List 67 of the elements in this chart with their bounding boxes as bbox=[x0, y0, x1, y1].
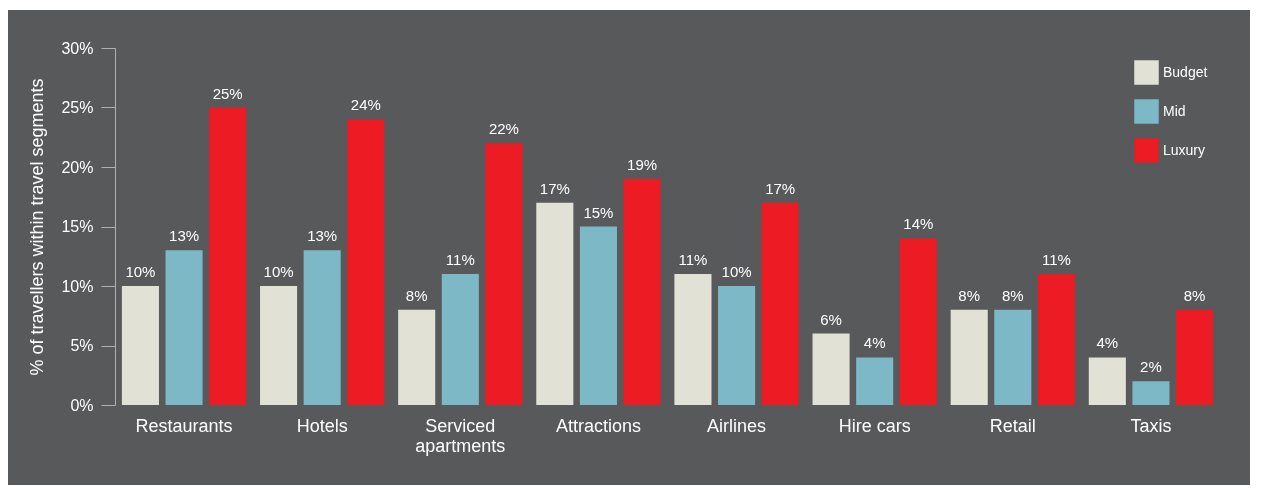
y-tick-label: 15% bbox=[61, 218, 94, 235]
bar bbox=[1037, 274, 1075, 405]
bar bbox=[485, 143, 523, 405]
data-label: 10% bbox=[721, 263, 752, 280]
data-label: 17% bbox=[539, 179, 570, 197]
y-tick-label: 10% bbox=[61, 277, 94, 295]
data-label: 4% bbox=[863, 334, 886, 352]
legend-label: Mid bbox=[1163, 102, 1186, 119]
bar bbox=[674, 274, 712, 405]
y-axis-title: % of travellers within travel segments bbox=[27, 78, 48, 376]
bar bbox=[718, 286, 756, 405]
bar bbox=[1088, 357, 1126, 405]
data-label: 25% bbox=[212, 84, 243, 102]
y-tick-label: 25% bbox=[61, 99, 94, 116]
data-label: 19% bbox=[627, 155, 658, 173]
bar bbox=[398, 309, 436, 405]
bar bbox=[994, 309, 1032, 405]
data-label: 6% bbox=[820, 310, 842, 328]
x-tick-label: Hire cars bbox=[838, 415, 911, 436]
data-label: 10% bbox=[125, 263, 156, 280]
data-label: 11% bbox=[1041, 251, 1071, 269]
bar bbox=[209, 107, 247, 405]
y-tick-label: 5% bbox=[70, 337, 94, 354]
x-tick-label: Hotels bbox=[296, 415, 348, 436]
y-tick-label: 30% bbox=[61, 39, 94, 57]
bar bbox=[761, 202, 799, 405]
bar bbox=[260, 286, 298, 405]
data-label: 13% bbox=[307, 227, 338, 245]
x-tick-label: Serviced apartments bbox=[415, 415, 506, 456]
legend-label: Luxury bbox=[1163, 141, 1206, 158]
bar bbox=[303, 250, 341, 405]
data-label: 8% bbox=[958, 286, 981, 304]
x-tick-label: Retail bbox=[989, 415, 1036, 436]
data-label: 8% bbox=[1001, 286, 1024, 304]
bar bbox=[899, 238, 937, 405]
legend-label: Budget bbox=[1163, 63, 1208, 80]
data-label: 15% bbox=[583, 203, 614, 221]
data-label: 13% bbox=[169, 227, 200, 245]
x-tick-label: Airlines bbox=[707, 415, 767, 436]
bar bbox=[1132, 381, 1170, 405]
bar bbox=[441, 274, 479, 405]
bar bbox=[812, 333, 850, 405]
bar bbox=[579, 226, 617, 405]
y-tick-label: 20% bbox=[61, 158, 94, 176]
bar bbox=[950, 309, 988, 405]
data-label: 10% bbox=[263, 263, 294, 280]
bar bbox=[856, 357, 894, 405]
data-label: 8% bbox=[405, 286, 428, 304]
data-label: 11% bbox=[445, 251, 475, 269]
bar bbox=[1176, 309, 1214, 405]
bar bbox=[623, 178, 661, 405]
x-tick-label: Taxis bbox=[1130, 415, 1172, 436]
bar bbox=[347, 119, 385, 405]
y-tick-label: 0% bbox=[70, 396, 94, 414]
data-label: 11% bbox=[678, 251, 708, 269]
data-label: 2% bbox=[1140, 358, 1162, 376]
x-tick-label: Restaurants bbox=[135, 415, 233, 436]
bar bbox=[121, 286, 159, 405]
data-label: 24% bbox=[350, 96, 381, 114]
data-label: 4% bbox=[1096, 334, 1119, 352]
x-tick-label: Attractions bbox=[555, 415, 641, 436]
data-label: 22% bbox=[488, 120, 519, 138]
data-label: 8% bbox=[1183, 286, 1206, 304]
bar bbox=[165, 250, 203, 405]
data-label: 14% bbox=[903, 215, 934, 233]
bar bbox=[536, 202, 574, 405]
data-label: 17% bbox=[765, 179, 796, 197]
